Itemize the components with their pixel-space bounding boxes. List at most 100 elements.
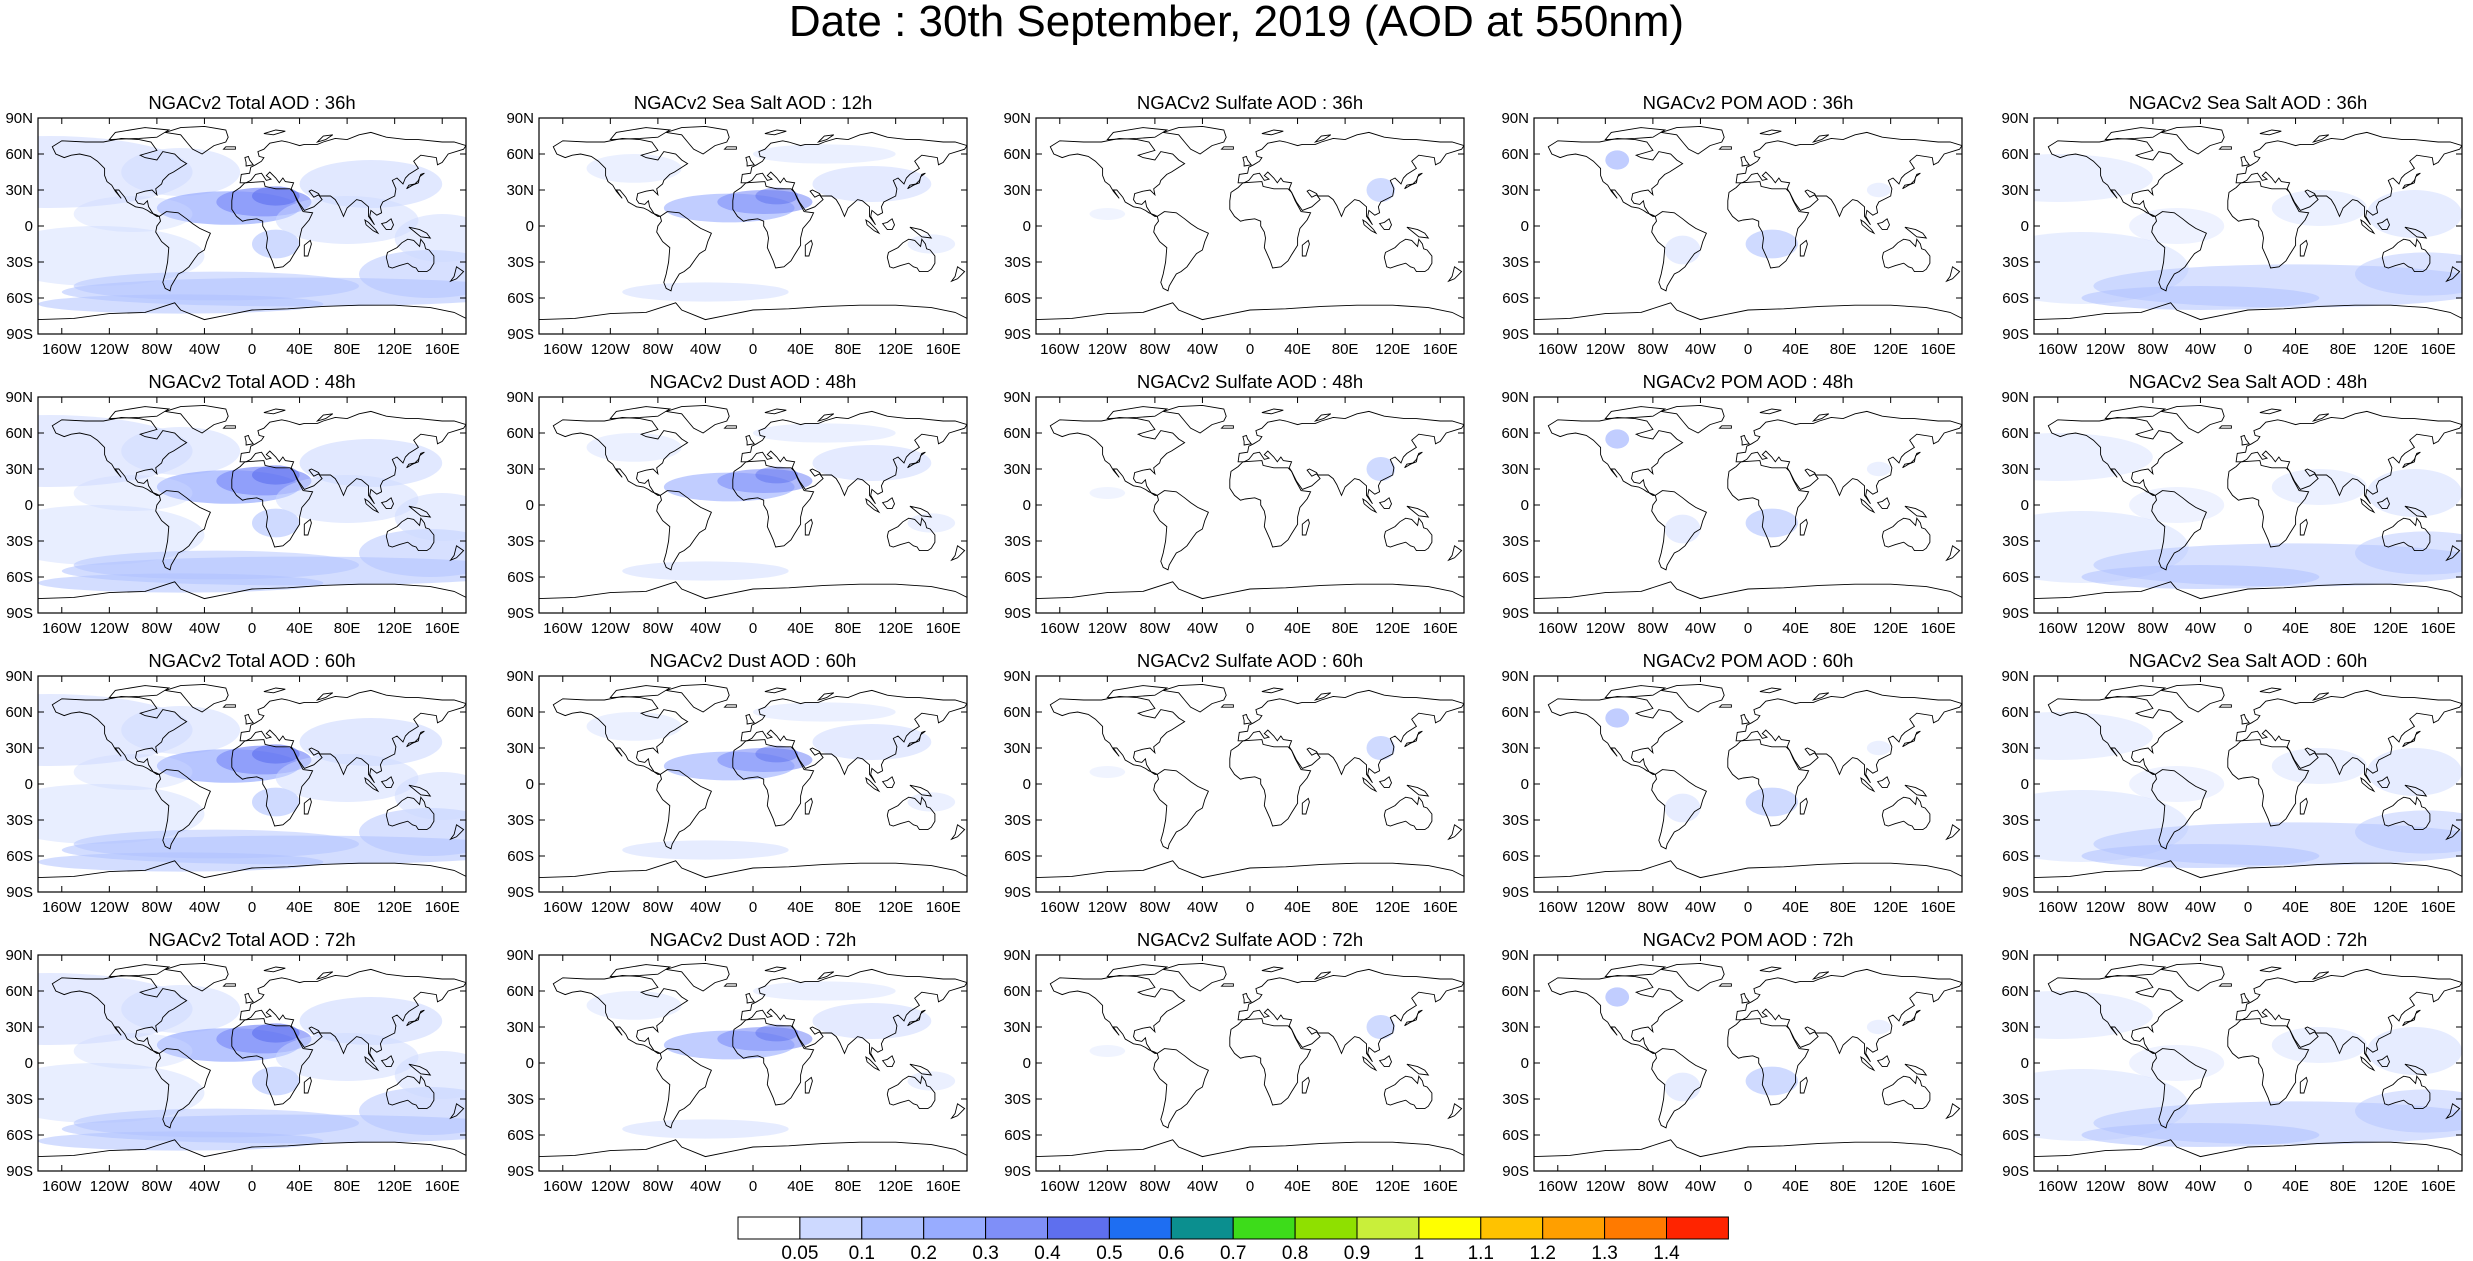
- lon-tick-label: 120E: [377, 341, 412, 358]
- lat-tick-label: 60N: [506, 704, 534, 721]
- lon-tick-label: 160E: [926, 1178, 961, 1195]
- aerosol-field: [2081, 844, 2320, 868]
- lon-tick-label: 40W: [189, 899, 221, 916]
- coastline: [2311, 971, 2330, 980]
- lon-tick-label: 160E: [1423, 1178, 1458, 1195]
- coastline: [1362, 1055, 1378, 1072]
- coastline: [1718, 983, 1732, 987]
- coastline: [2402, 172, 2421, 190]
- coastline: [1651, 490, 1707, 571]
- lat-tick-label: 30N: [5, 461, 33, 478]
- coastline: [1153, 211, 1209, 292]
- lat-tick-label: 90S: [1004, 884, 1031, 901]
- lat-tick-label: 0: [25, 776, 33, 793]
- coastline: [2376, 776, 2390, 789]
- lat-tick-label: 0: [526, 1055, 534, 1072]
- coastline: [385, 238, 435, 273]
- coastline: [745, 992, 756, 1004]
- coastline: [816, 413, 835, 422]
- aerosol-field: [1366, 457, 1396, 481]
- lon-tick-label: 40E: [2282, 341, 2309, 358]
- lon-tick-label: 40W: [1187, 899, 1219, 916]
- lat-tick-label: 60N: [1501, 704, 1529, 721]
- coastline: [315, 971, 334, 980]
- coastline: [38, 860, 466, 892]
- coastline: [1036, 302, 1464, 334]
- panel-title: NGACv2 Sulfate AOD : 60h: [1137, 650, 1363, 671]
- coastline: [886, 796, 936, 831]
- lat-tick-label: 0: [1521, 776, 1529, 793]
- lon-tick-label: 80W: [642, 899, 674, 916]
- coastline: [1727, 460, 1810, 548]
- lat-tick-label: 90N: [506, 668, 534, 685]
- lon-tick-label: 120E: [377, 899, 412, 916]
- coastline: [1945, 824, 1961, 841]
- lat-tick-label: 0: [2021, 497, 2029, 514]
- aerosol-field: [2355, 531, 2462, 575]
- coastline: [244, 713, 255, 725]
- colorbar-label: 0.5: [1096, 1243, 1122, 1261]
- coastline: [2311, 134, 2330, 143]
- coastline: [1547, 416, 1684, 496]
- lat-tick-label: 60N: [1003, 983, 1031, 1000]
- coastline: [2381, 1075, 2431, 1110]
- lon-tick-label: 80W: [642, 620, 674, 637]
- coastline: [38, 1139, 466, 1171]
- coastline: [1902, 1009, 1921, 1027]
- colorbar-swatch: [1294, 1216, 1358, 1240]
- coastline: [865, 1055, 881, 1072]
- lon-tick-label: 160W: [543, 341, 583, 358]
- lon-tick-label: 120W: [2086, 899, 2126, 916]
- lat-tick-label: 60S: [1502, 848, 1529, 865]
- coastline: [1163, 683, 1227, 713]
- coastline: [1759, 687, 1782, 694]
- coastline: [1759, 129, 1782, 136]
- coastline: [1904, 226, 1928, 239]
- colorbar-swatch: [1047, 1216, 1110, 1240]
- coastline: [1049, 974, 1186, 1054]
- coastline: [1313, 134, 1332, 143]
- lon-tick-label: 40E: [1284, 1178, 1311, 1195]
- lat-tick-label: 60N: [2001, 146, 2029, 163]
- coastline: [2104, 685, 2167, 699]
- aerosol-field: [2271, 469, 2367, 505]
- coastline: [449, 824, 465, 841]
- coastline: [1876, 1055, 1890, 1068]
- coastline: [1036, 1139, 1464, 1171]
- lon-tick-label: 160W: [543, 620, 583, 637]
- lon-tick-label: 160E: [1921, 341, 1956, 358]
- panel-title: NGACv2 Sea Salt AOD : 36h: [2129, 92, 2368, 113]
- aerosol-field: [2366, 469, 2462, 517]
- coastline: [155, 1048, 211, 1129]
- aerosol-field: [252, 508, 300, 538]
- map-panel: NGACv2 Dust AOD : 48h 90N 60N 30N 0 30S 60S 90S…: [506, 371, 968, 637]
- coastline: [2259, 408, 2282, 415]
- coastline: [2240, 155, 2251, 167]
- coastline: [1362, 497, 1378, 514]
- lon-tick-label: 120E: [377, 1178, 412, 1195]
- coastline: [666, 962, 730, 992]
- coastline: [2218, 425, 2232, 429]
- lon-tick-label: 120E: [1873, 620, 1908, 637]
- lon-tick-label: 80W: [1139, 620, 1171, 637]
- aerosol-field: [252, 186, 300, 206]
- lon-tick-label: 80E: [1332, 341, 1359, 358]
- coastline: [2404, 505, 2428, 518]
- coastline: [1261, 966, 1284, 973]
- lon-tick-label: 0: [248, 341, 256, 358]
- coastline: [804, 239, 813, 257]
- lat-tick-label: 30S: [1502, 812, 1529, 829]
- lat-tick-label: 60S: [1502, 290, 1529, 307]
- coastline: [1220, 425, 1234, 429]
- coastline: [2151, 490, 2207, 571]
- lat-tick-label: 0: [25, 218, 33, 235]
- aerosol-field: [755, 187, 799, 205]
- lon-tick-label: 120E: [878, 341, 913, 358]
- map-panel: NGACv2 Sulfate AOD : 60h 90N 60N 30N 0 30S 60S…: [1003, 650, 1465, 916]
- coastline: [1313, 692, 1332, 701]
- lon-tick-label: 80W: [2137, 341, 2169, 358]
- coastline: [263, 687, 286, 694]
- coastline: [2240, 434, 2251, 446]
- colorbar-label: 0.7: [1220, 1243, 1246, 1261]
